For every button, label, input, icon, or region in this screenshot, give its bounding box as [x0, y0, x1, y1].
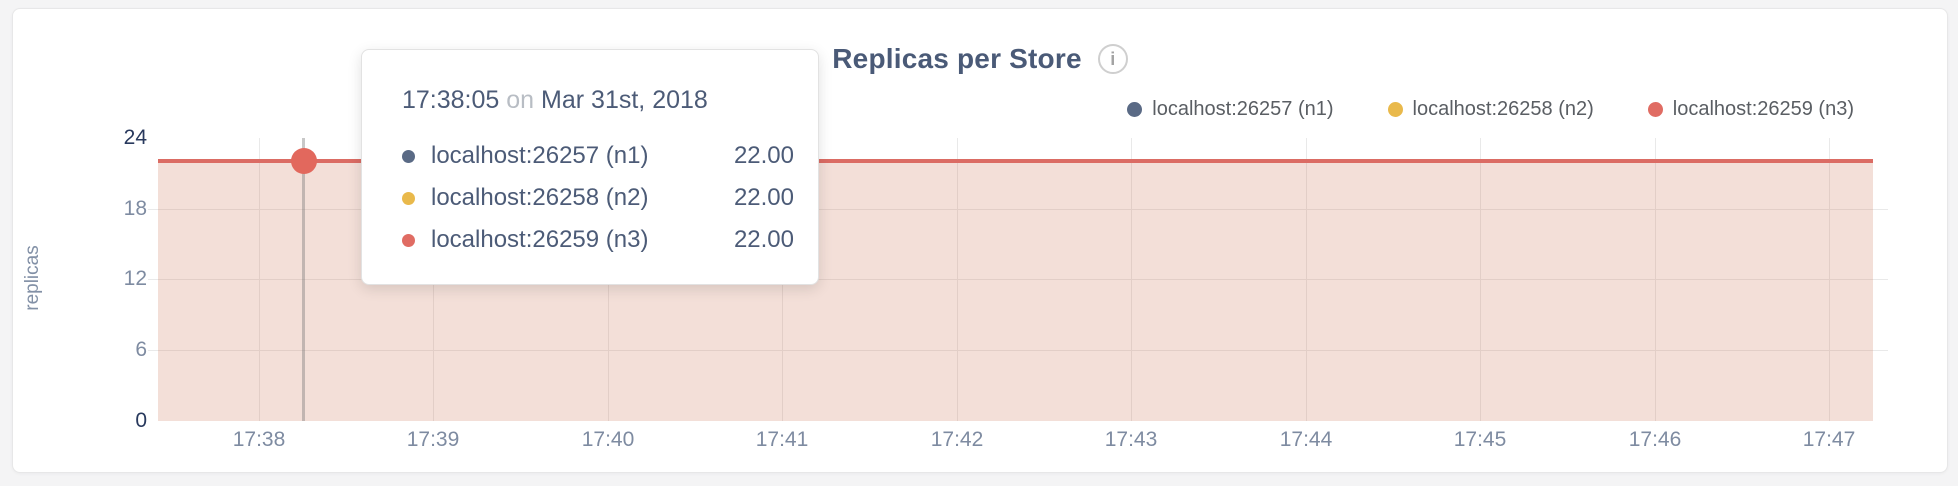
y-tick-0: 0 — [135, 409, 147, 432]
tooltip-row: localhost:26258 (n2) 22.00 — [402, 177, 794, 219]
x-tick: 17:41 — [755, 428, 809, 451]
legend-label: localhost:26259 (n3) — [1672, 98, 1854, 120]
gridline-horizontal — [148, 209, 1888, 210]
info-icon[interactable]: i — [1097, 44, 1128, 74]
series-dot-icon — [402, 191, 415, 205]
series-dot-icon — [402, 233, 415, 247]
legend-dot-icon — [1647, 102, 1663, 117]
series-line — [158, 159, 1873, 163]
tooltip-row: localhost:26259 (n3) 22.00 — [402, 219, 794, 261]
tooltip-series-label: localhost:26259 (n3) — [431, 226, 649, 253]
legend-dot-icon — [1127, 102, 1143, 117]
y-axis-title: replicas — [22, 245, 43, 311]
tooltip-conjunction: on — [506, 86, 535, 114]
legend-label: localhost:26258 (n2) — [1412, 98, 1594, 120]
tooltip-series-label: localhost:26257 (n1) — [431, 142, 649, 169]
chart-legend: localhost:26257 (n1) localhost:26258 (n2… — [1127, 98, 1854, 121]
y-tick-12: 12 — [123, 267, 147, 290]
tooltip-series-value: 22.00 — [733, 226, 794, 253]
tooltip-series-value: 22.00 — [733, 142, 794, 169]
x-tick: 17:38 — [232, 428, 286, 451]
hover-point-marker[interactable] — [291, 148, 317, 174]
legend-label: localhost:26257 (n1) — [1152, 98, 1334, 120]
tooltip-timestamp: 17:38:05 on Mar 31st, 2018 — [402, 86, 778, 115]
y-tick-6: 6 — [135, 338, 147, 361]
chart-tooltip: 17:38:05 on Mar 31st, 2018 localhost:262… — [361, 49, 819, 285]
x-tick: 17:43 — [1104, 428, 1158, 451]
tooltip-row: localhost:26257 (n1) 22.00 — [402, 135, 794, 177]
x-tick: 17:40 — [581, 428, 635, 451]
tooltip-time: 17:38:05 — [402, 86, 500, 114]
tooltip-series-value: 22.00 — [733, 184, 794, 211]
hover-guideline — [302, 138, 305, 421]
x-tick: 17:46 — [1628, 428, 1682, 451]
x-tick: 17:44 — [1279, 428, 1333, 451]
legend-item-n1[interactable]: localhost:26257 (n1) — [1127, 98, 1334, 121]
series-dot-icon — [402, 149, 415, 163]
tooltip-series-label: localhost:26258 (n2) — [431, 184, 649, 211]
x-tick: 17:39 — [406, 428, 460, 451]
y-tick-24: 24 — [123, 126, 147, 149]
tooltip-date: Mar 31st, 2018 — [541, 86, 708, 114]
legend-item-n2[interactable]: localhost:26258 (n2) — [1387, 98, 1594, 121]
x-tick: 17:47 — [1802, 428, 1856, 451]
legend-dot-icon — [1387, 102, 1403, 117]
y-tick-18: 18 — [123, 197, 147, 220]
chart-title: Replicas per Store — [832, 43, 1082, 74]
chart-card: Replicas per Store i localhost:26257 (n1… — [12, 8, 1948, 473]
chart-header: Replicas per Store i — [13, 43, 1947, 75]
gridline-horizontal — [148, 279, 1888, 280]
legend-item-n3[interactable]: localhost:26259 (n3) — [1647, 98, 1854, 121]
x-tick: 17:42 — [930, 428, 984, 451]
x-tick: 17:45 — [1453, 428, 1507, 451]
gridline-horizontal — [148, 350, 1888, 351]
